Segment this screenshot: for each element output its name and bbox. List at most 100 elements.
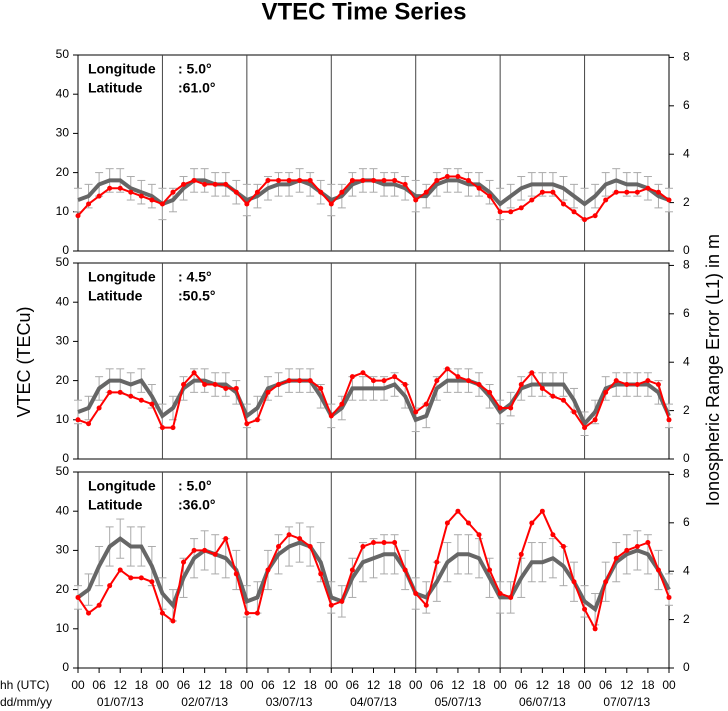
data-point	[128, 393, 134, 399]
data-point	[202, 382, 208, 388]
info-label: Latitude	[88, 288, 143, 304]
data-point	[170, 618, 176, 624]
data-point	[349, 567, 355, 573]
data-point	[233, 385, 239, 391]
data-point	[96, 405, 102, 411]
data-point	[645, 540, 651, 546]
data-point	[244, 610, 250, 616]
data-point	[487, 193, 493, 199]
data-point	[265, 177, 271, 183]
x-tick-label: 06	[430, 678, 444, 692]
data-point	[191, 547, 197, 553]
y-tick-label: 30	[56, 334, 70, 348]
y2-tick-label: 4	[683, 146, 690, 160]
data-point	[508, 209, 514, 215]
data-point	[539, 385, 545, 391]
y-tick-label: 0	[62, 660, 69, 674]
data-point	[413, 197, 419, 203]
data-point	[371, 540, 376, 546]
data-point	[402, 567, 408, 573]
data-point	[666, 197, 672, 203]
info-value: : 5.0°	[178, 478, 212, 494]
data-point	[487, 567, 493, 573]
info-label: Latitude	[88, 497, 143, 513]
y2-tick-label: 0	[683, 451, 690, 465]
y-tick-label: 50	[56, 464, 70, 478]
data-point	[254, 189, 260, 195]
data-point	[529, 520, 535, 526]
data-point	[371, 378, 376, 384]
data-point	[508, 594, 514, 600]
data-point	[423, 602, 429, 608]
data-point	[634, 382, 640, 388]
data-point	[86, 610, 92, 616]
data-point	[402, 382, 408, 388]
y-tick-label: 40	[56, 86, 70, 100]
x-tick-label: 18	[303, 678, 317, 692]
data-point	[328, 602, 334, 608]
data-point	[582, 606, 588, 612]
plot-frame	[77, 54, 670, 252]
data-point	[666, 417, 672, 423]
y2-tick-label: 2	[683, 612, 690, 626]
x-tick-label: 12	[198, 678, 212, 692]
data-point	[117, 389, 123, 395]
date-label: 01/07/13	[97, 695, 144, 709]
data-point	[444, 366, 450, 372]
x-tick-label: 18	[135, 678, 149, 692]
x-tick-label: 12	[282, 678, 296, 692]
data-point	[624, 547, 630, 553]
data-point	[624, 382, 630, 388]
data-point	[276, 177, 282, 183]
data-point	[655, 189, 661, 195]
data-point	[655, 567, 661, 573]
data-point	[603, 197, 609, 203]
y-tick-label: 40	[56, 294, 70, 308]
data-point	[360, 177, 366, 183]
data-point	[254, 610, 260, 616]
data-point	[223, 181, 229, 187]
data-point	[170, 425, 176, 431]
date-label: 05/07/13	[435, 695, 482, 709]
data-point	[159, 201, 165, 207]
data-point	[518, 382, 524, 388]
data-point	[297, 177, 303, 183]
data-point	[233, 189, 239, 195]
y2-tick-label: 2	[683, 403, 690, 417]
data-point	[181, 181, 187, 187]
y-tick-label: 20	[56, 582, 70, 596]
y2-tick-label: 6	[683, 306, 690, 320]
x-tick-label: 06	[515, 678, 529, 692]
data-point	[307, 378, 313, 384]
data-point	[318, 571, 324, 577]
y-tick-label: 10	[56, 621, 70, 635]
data-point	[96, 602, 102, 608]
data-point	[613, 189, 619, 195]
x-tick-label: 00	[240, 678, 254, 692]
data-point	[666, 594, 672, 600]
info-value: : 5.0°	[178, 61, 212, 77]
data-point	[107, 185, 113, 191]
series-line	[77, 378, 671, 428]
data-point	[392, 177, 398, 183]
data-point	[571, 409, 577, 415]
y-tick-label: 30	[56, 543, 70, 557]
data-point	[75, 594, 81, 600]
data-point	[381, 378, 387, 384]
data-point	[349, 374, 355, 380]
data-point	[413, 591, 419, 597]
data-point	[202, 547, 208, 553]
data-point	[592, 213, 598, 219]
data-point	[434, 378, 440, 384]
data-point	[318, 189, 324, 195]
data-point	[138, 397, 144, 403]
data-point	[159, 425, 165, 431]
data-point	[202, 181, 208, 187]
data-point	[582, 217, 588, 223]
data-point	[655, 382, 661, 388]
data-point	[212, 181, 218, 187]
data-point	[434, 177, 440, 183]
x-tick-label: 18	[557, 678, 571, 692]
data-point	[634, 543, 640, 549]
